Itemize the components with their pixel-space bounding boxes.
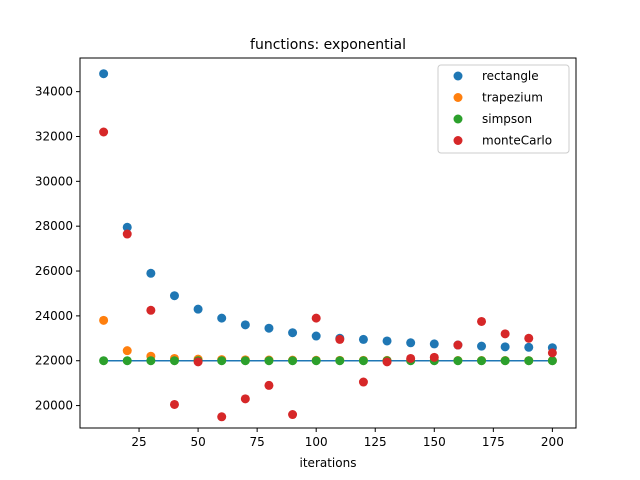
legend-label-trapezium: trapezium <box>482 91 543 105</box>
simpson-point <box>524 356 534 366</box>
monteCarlo-point <box>406 353 416 363</box>
monteCarlo-point <box>429 352 439 362</box>
simpson-point <box>477 356 487 366</box>
monteCarlo-point <box>477 316 487 326</box>
rectangle-point <box>169 291 179 301</box>
y-tick-label: 32000 <box>35 129 73 143</box>
rectangle-point <box>146 268 156 278</box>
rectangle-point <box>382 336 392 346</box>
legend-label-simpson: simpson <box>482 112 532 126</box>
legend-box <box>437 64 570 154</box>
rectangle-point <box>429 339 439 349</box>
x-tick-label: 100 <box>305 435 328 449</box>
legend: rectangle trapezium simpson monteCarlo <box>437 64 570 154</box>
chart-title: functions: exponential <box>250 37 406 53</box>
simpson-point <box>99 356 109 366</box>
monteCarlo-point <box>146 305 156 315</box>
trapezium-point <box>99 315 109 325</box>
simpson-point <box>169 356 179 366</box>
legend-marker-rectangle <box>453 71 463 81</box>
legend-label-monteCarlo: monteCarlo <box>482 134 552 148</box>
simpson-point <box>335 356 345 366</box>
y-axis-ticks: 20000 22000 24000 26000 28000 30000 32000 34000 <box>35 85 80 413</box>
x-tick-label: 150 <box>423 435 446 449</box>
legend-marker-trapezium <box>453 93 463 102</box>
plot-frame <box>79 57 577 429</box>
series-monteCarlo <box>99 127 557 422</box>
simpson-point <box>122 356 132 366</box>
monteCarlo-point <box>240 394 250 404</box>
simpson-point <box>288 356 298 366</box>
rectangle-point <box>99 69 109 79</box>
simpson-point <box>547 356 557 366</box>
y-tick-label: 34000 <box>35 85 73 99</box>
simpson-point <box>500 356 510 366</box>
monteCarlo-point <box>99 127 109 137</box>
monteCarlo-point <box>500 329 510 339</box>
trapezium-point <box>122 346 132 356</box>
simpson-point <box>453 356 463 366</box>
simpson-point <box>264 356 274 366</box>
rectangle-point <box>500 342 510 352</box>
y-tick-label: 28000 <box>35 219 73 233</box>
y-tick-label: 24000 <box>35 309 73 323</box>
rectangle-point <box>217 313 227 323</box>
x-tick-label: 200 <box>541 435 564 449</box>
rectangle-point <box>406 338 416 348</box>
x-axis-ticks: 25 50 75 100 125 150 175 200 <box>131 428 564 449</box>
monteCarlo-point <box>169 399 179 409</box>
monteCarlo-point <box>193 357 203 367</box>
x-axis-label: iterations <box>300 456 357 470</box>
x-tick-label: 75 <box>250 435 265 449</box>
rectangle-point <box>477 341 487 351</box>
legend-marker-simpson <box>453 114 463 124</box>
rectangle-point <box>358 334 368 344</box>
legend-marker-monteCarlo <box>453 136 463 145</box>
monteCarlo-point <box>122 229 132 239</box>
monteCarlo-point <box>217 412 227 422</box>
x-tick-label: 25 <box>131 435 146 449</box>
y-tick-label: 22000 <box>35 354 73 368</box>
simpson-point <box>217 356 227 366</box>
series-trapezium <box>99 315 557 366</box>
monteCarlo-point <box>264 380 274 390</box>
monteCarlo-point <box>382 357 392 367</box>
simpson-point <box>146 356 156 366</box>
monteCarlo-point <box>335 334 345 344</box>
rectangle-point <box>524 342 534 352</box>
rectangle-point <box>311 331 321 341</box>
simpson-point <box>311 356 321 366</box>
series-rectangle <box>99 69 557 353</box>
rectangle-point <box>288 328 298 338</box>
monteCarlo-point <box>311 313 321 323</box>
monteCarlo-point <box>524 333 534 343</box>
monteCarlo-point <box>358 377 368 387</box>
x-tick-label: 175 <box>482 435 505 449</box>
rectangle-point <box>240 320 250 330</box>
legend-label-rectangle: rectangle <box>482 69 539 83</box>
y-tick-label: 26000 <box>35 264 73 278</box>
x-tick-label: 125 <box>364 435 387 449</box>
rectangle-point <box>193 304 203 314</box>
y-tick-label: 30000 <box>35 174 73 188</box>
monteCarlo-point <box>288 410 298 420</box>
simpson-point <box>240 356 250 366</box>
x-tick-label: 50 <box>190 435 205 449</box>
rectangle-point <box>122 222 132 232</box>
simpson-point <box>358 356 368 366</box>
y-tick-label: 20000 <box>35 399 73 413</box>
data-points <box>99 69 557 422</box>
monteCarlo-point <box>547 348 557 358</box>
monteCarlo-point <box>453 340 463 350</box>
rectangle-point <box>264 323 274 333</box>
